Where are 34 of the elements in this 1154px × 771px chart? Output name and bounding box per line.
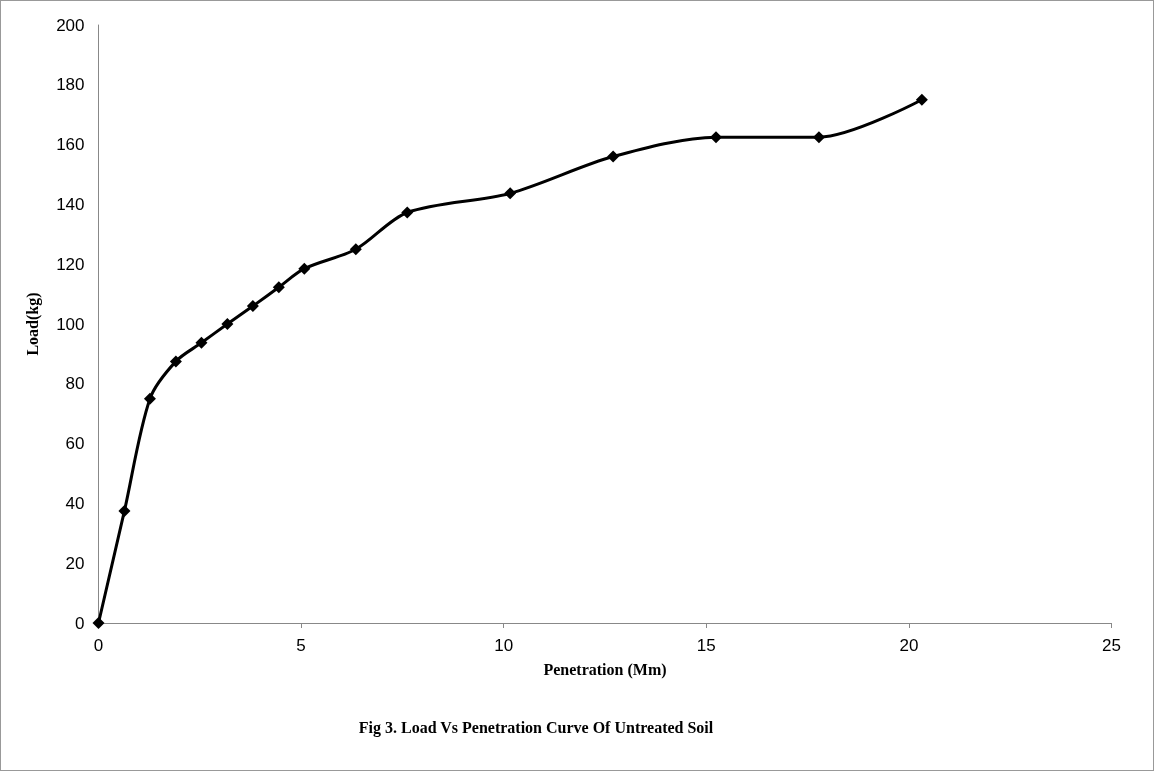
x-tick-label: 5 xyxy=(296,636,306,655)
point xyxy=(92,617,105,629)
x-tick-label: 15 xyxy=(696,636,716,655)
y-tick-label: 60 xyxy=(65,434,85,454)
y-tick-label: 40 xyxy=(65,493,85,513)
y-tick-label: 100 xyxy=(56,314,85,334)
point xyxy=(298,262,311,275)
point xyxy=(143,392,156,405)
x-tick-label: 25 xyxy=(1102,636,1121,655)
point xyxy=(118,504,131,517)
y-tick-label: 0 xyxy=(75,613,85,633)
x-tick-label: 20 xyxy=(899,636,919,655)
point xyxy=(607,150,620,163)
point xyxy=(349,243,362,256)
y-tick-label: 200 xyxy=(56,15,85,35)
point xyxy=(915,93,928,106)
point xyxy=(169,355,182,368)
x-tick-label: 10 xyxy=(494,636,514,655)
point xyxy=(221,318,234,330)
y-tick-label: 80 xyxy=(65,374,85,394)
x-axis-title: Penetration (Mm) xyxy=(543,660,667,679)
x-tick-label: 0 xyxy=(93,636,104,655)
y-tick-label: 180 xyxy=(56,75,85,95)
point xyxy=(401,206,414,219)
point xyxy=(246,300,259,313)
y-tick-label: 120 xyxy=(56,254,85,274)
point xyxy=(272,281,285,294)
y-tick-label: 140 xyxy=(56,194,85,214)
y-tick-label: 160 xyxy=(56,135,85,155)
point xyxy=(504,187,517,200)
y-tick-label: 20 xyxy=(65,553,85,573)
text: Fig 3. Load Vs Penetration Curve Of Untreated Soil xyxy=(358,718,714,737)
y-axis-title: Load(kg) xyxy=(24,292,42,356)
point xyxy=(195,336,208,349)
